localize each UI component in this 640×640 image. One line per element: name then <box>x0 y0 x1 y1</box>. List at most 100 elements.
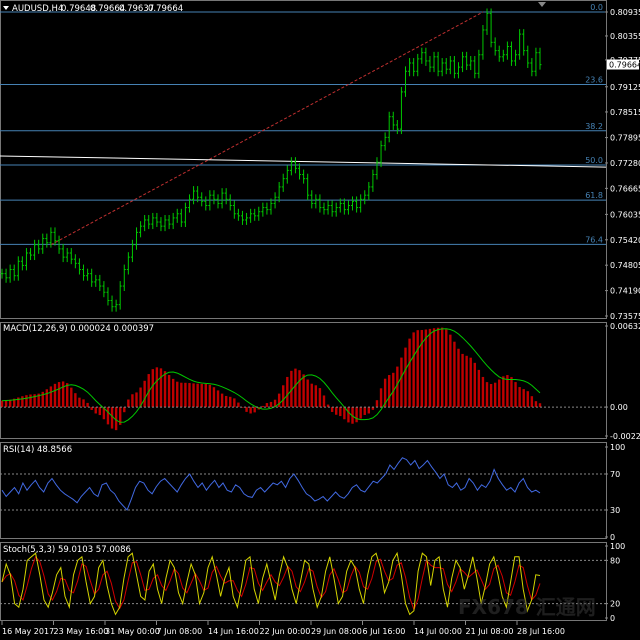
macd-axis: 0.006325 0.00 -0.002257 <box>605 322 640 441</box>
price-tick-label: 0.73575 <box>610 312 640 321</box>
time-tick-label: 23 May 16:00 <box>54 627 109 636</box>
horizontal-trendline[interactable] <box>0 155 607 168</box>
price-bar <box>424 47 428 66</box>
macd-bar <box>538 403 542 408</box>
macd-bar <box>0 400 4 408</box>
price-bar <box>367 181 371 201</box>
macd-bar <box>306 379 309 408</box>
stoch-axis: 100 80 20 0 <box>605 542 625 623</box>
price-bar <box>514 49 518 66</box>
price-bar <box>526 45 530 68</box>
price-bar <box>277 181 281 203</box>
fib-level-label: 61.8 <box>585 191 603 200</box>
macd-bar <box>114 407 118 431</box>
price-bar <box>298 163 302 180</box>
macd-bar <box>465 355 468 408</box>
stoch-tick-label: 20 <box>610 600 620 609</box>
price-bar <box>273 192 277 209</box>
macd-bar <box>534 401 538 408</box>
price-bar <box>126 252 130 275</box>
price-bar <box>135 227 138 250</box>
macd-bar <box>510 377 513 408</box>
price-bar <box>12 264 16 281</box>
price-tick-label: 0.79125 <box>610 83 640 92</box>
price-bar <box>167 215 171 230</box>
macd-bar <box>436 327 440 408</box>
price-bar <box>37 239 41 254</box>
macd-bar <box>347 407 350 423</box>
dropdown-arrow-icon[interactable] <box>3 6 9 10</box>
macd-bar <box>432 328 436 408</box>
price-bar <box>220 188 224 209</box>
price-bar <box>24 248 28 271</box>
chart-shift-marker-icon[interactable] <box>538 2 546 7</box>
time-tick-label: 31 May 00:00 <box>105 627 160 636</box>
macd-bar <box>261 405 265 408</box>
time-tick-label: 7 Jun 08:00 <box>157 627 203 636</box>
price-tick-label: 0.80935 <box>610 8 640 17</box>
price-bar <box>49 227 53 248</box>
macd-bar <box>498 379 501 408</box>
macd-bar <box>143 380 146 408</box>
macd-tick-label: -0.002257 <box>610 432 640 441</box>
macd-bar <box>167 375 171 408</box>
price-bar <box>106 287 110 306</box>
rsi-tick-label: 70 <box>610 470 620 479</box>
macd-bar <box>326 404 330 408</box>
macd-bar <box>253 407 256 413</box>
macd-bar <box>473 362 476 408</box>
trendline[interactable] <box>50 11 484 246</box>
macd-bar <box>387 375 391 408</box>
macd-bar <box>514 382 517 408</box>
macd-bar <box>49 386 53 408</box>
stoch-tick-label: 100 <box>610 542 625 551</box>
macd-bar <box>102 407 106 420</box>
price-bar <box>493 37 497 56</box>
price-bar <box>281 173 285 192</box>
macd-bar <box>94 407 97 414</box>
macd-bar <box>408 338 411 408</box>
macd-bar <box>383 378 387 408</box>
macd-bar <box>343 407 346 420</box>
price-tick-label: 0.74805 <box>610 261 640 270</box>
price-bar <box>171 212 175 230</box>
rsi-levels <box>0 473 606 511</box>
price-bar <box>355 196 359 213</box>
macd-bar <box>61 381 65 408</box>
price-bar <box>522 29 526 56</box>
price-bar <box>383 132 387 151</box>
price-bar <box>122 264 126 292</box>
price-bar <box>375 157 379 180</box>
price-bar <box>269 198 273 215</box>
stoch-main-line <box>1 551 541 616</box>
macd-bar <box>208 384 212 408</box>
price-bar <box>399 86 403 135</box>
price-bar <box>139 221 143 238</box>
price-bar <box>102 281 106 298</box>
price-bar <box>86 268 90 281</box>
price-bar <box>179 208 183 227</box>
price-bar <box>351 196 355 211</box>
watermark-text: FX678 汇通网 <box>458 595 596 619</box>
macd-bar <box>453 341 456 408</box>
time-tick-label: 28 Jul 16:00 <box>517 627 565 636</box>
price-bar <box>257 206 261 221</box>
price-bar <box>334 202 338 217</box>
price-bar <box>77 258 81 275</box>
price-bar <box>204 196 208 211</box>
price-bar <box>118 281 122 310</box>
macd-bar <box>163 371 167 408</box>
price-bar <box>302 169 306 184</box>
rsi-axis: 100 70 30 0 <box>605 443 625 542</box>
price-bar <box>481 25 485 60</box>
price-bar <box>147 215 151 230</box>
price-bar <box>253 208 257 221</box>
macd-bar <box>53 383 57 408</box>
price-bar <box>8 264 12 283</box>
macd-bar <box>41 391 44 408</box>
macd-bar <box>204 383 207 408</box>
macd-bar <box>21 396 24 408</box>
price-bar <box>322 202 326 215</box>
price-bar <box>114 299 118 312</box>
price-bar <box>416 53 420 77</box>
